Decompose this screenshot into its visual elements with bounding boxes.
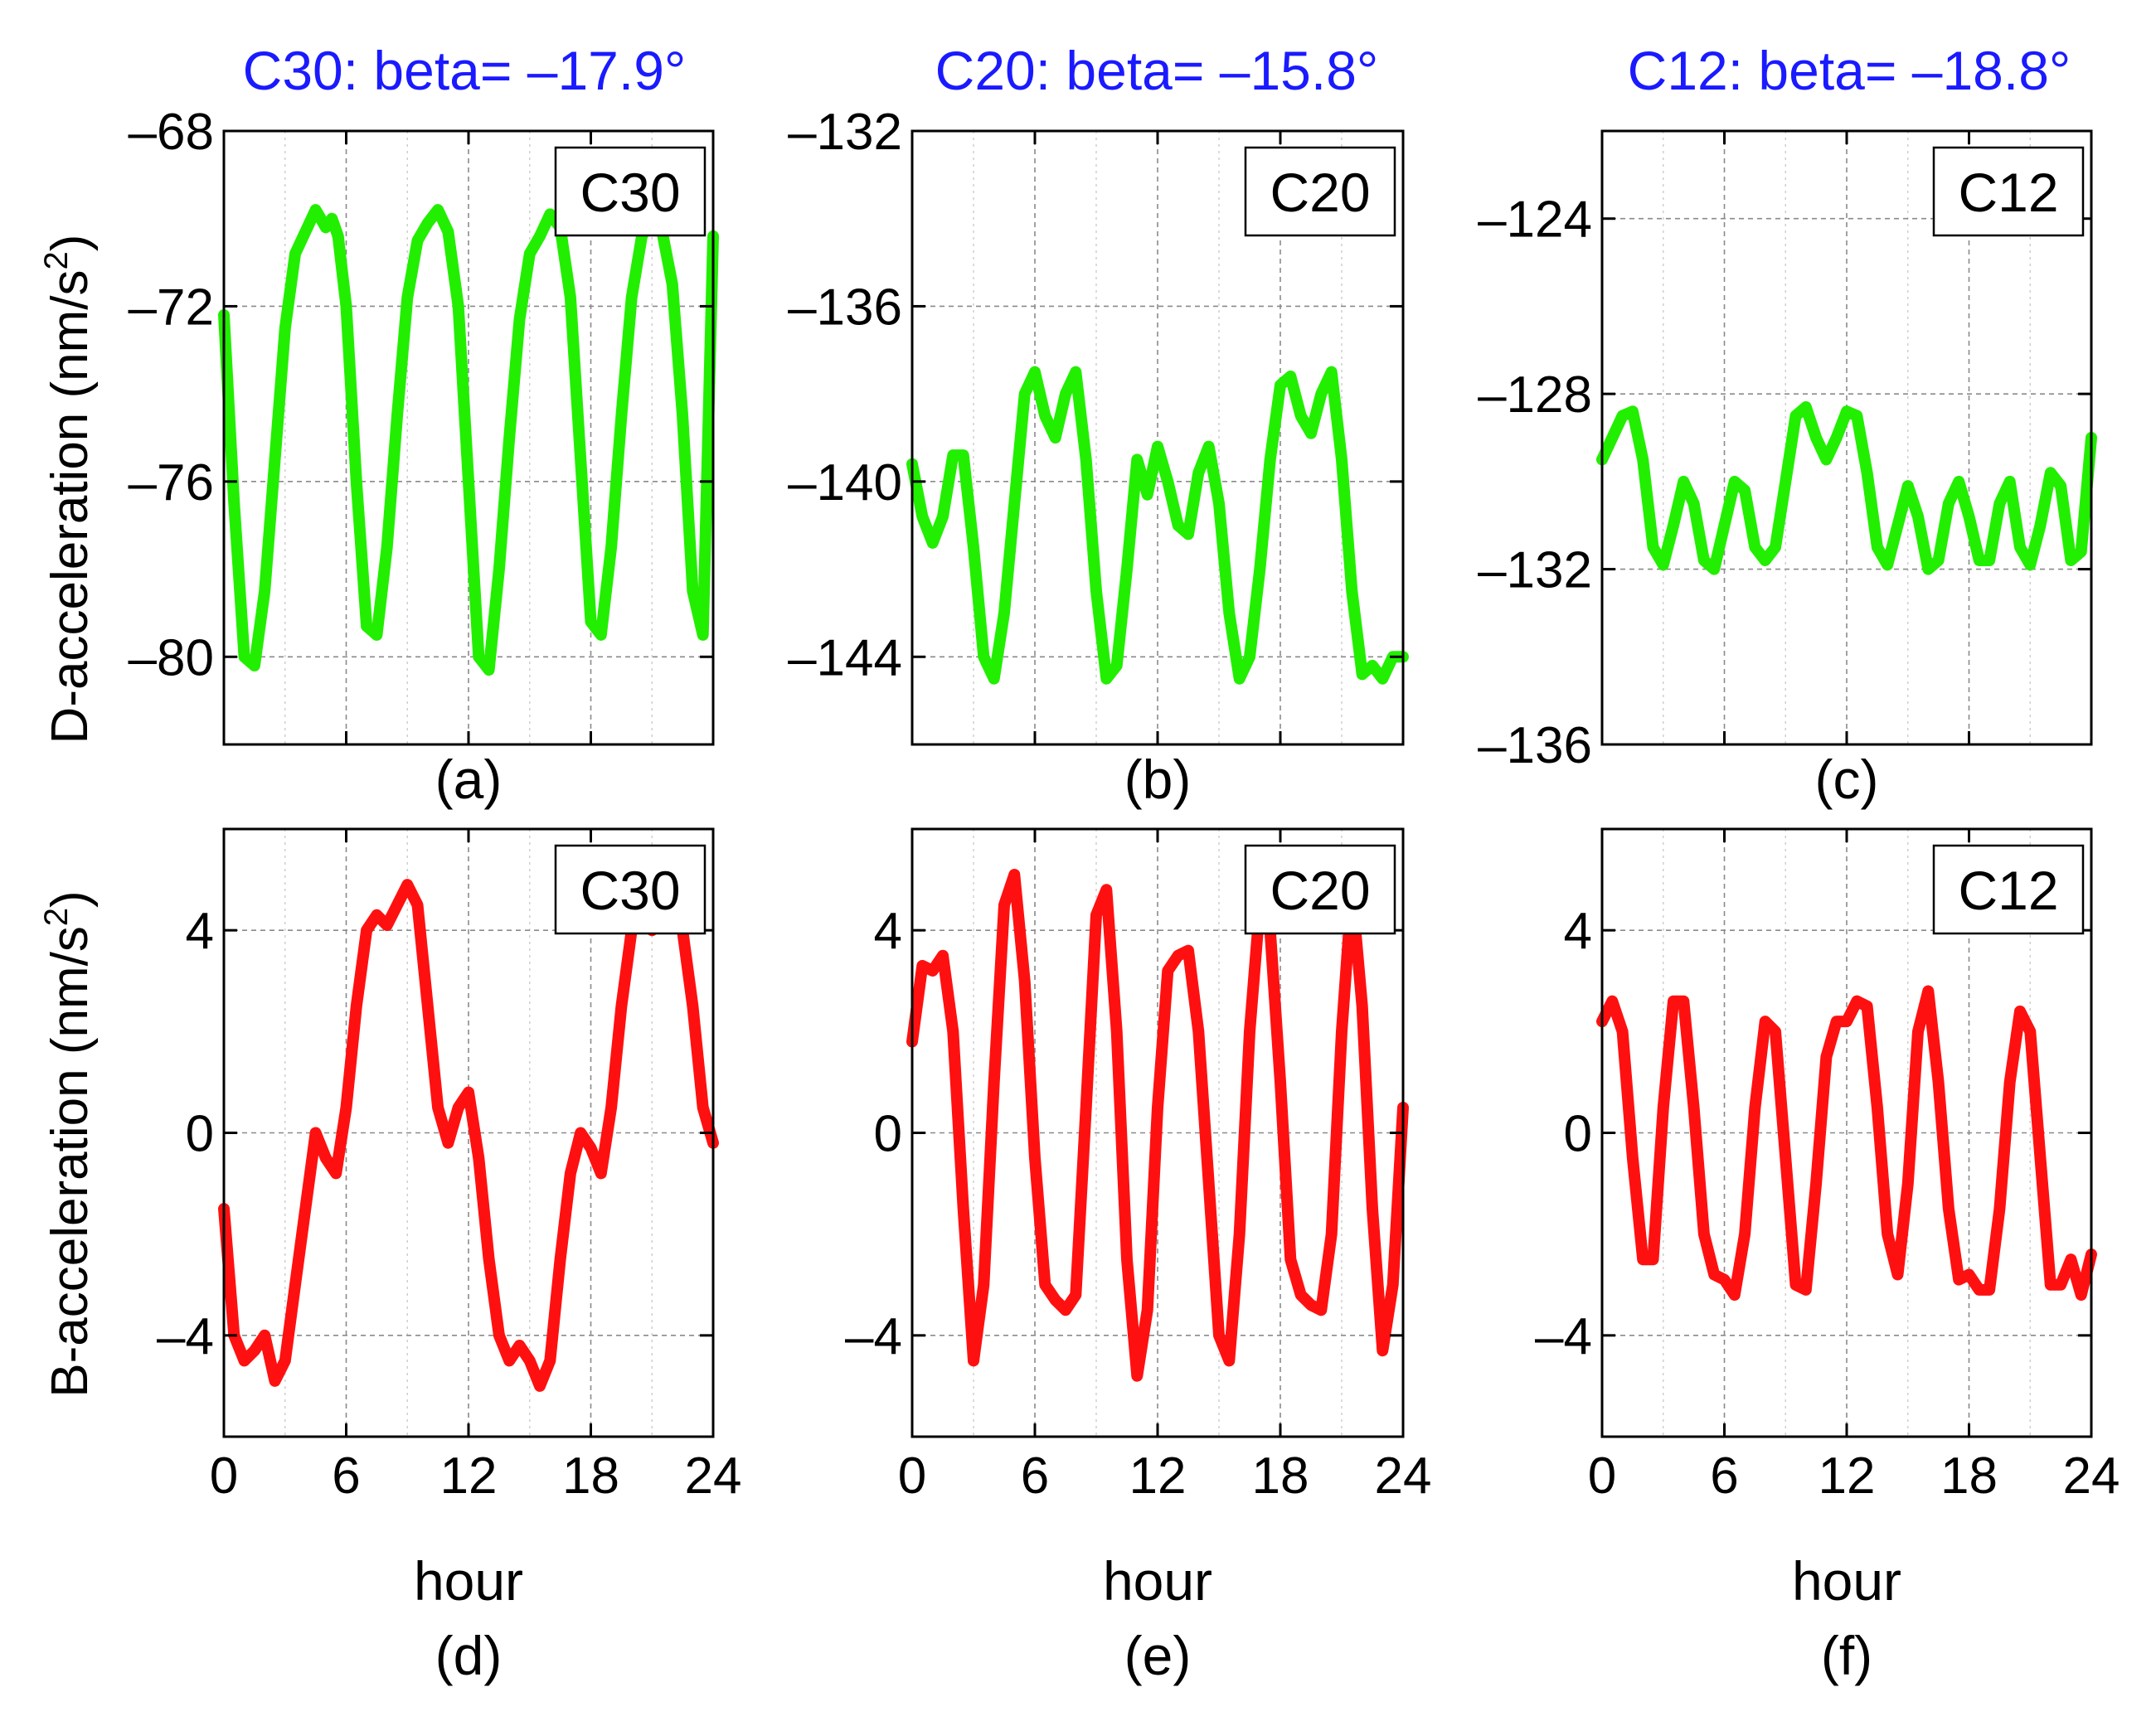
y-tick-label: –132 <box>788 104 902 161</box>
panel-d: 4 0 –4 0 6 12 18 24 C30 hour (d) <box>157 827 742 1686</box>
y-tick-label: 0 <box>874 1106 902 1163</box>
y-tick-label: 4 <box>1564 903 1592 960</box>
series-line-c20 <box>906 366 1409 685</box>
bottom-row-y-axis-label: B-acceleration (nm/s2) <box>38 890 99 1397</box>
column-title-c12: C12: beta= –18.8° <box>1628 40 2071 101</box>
x-tick-label: 6 <box>1710 1447 1738 1505</box>
panel-label: (f) <box>1821 1625 1872 1686</box>
legend-box <box>1244 146 1396 237</box>
y-tick-label: 0 <box>1564 1106 1592 1163</box>
x-tick-label: 24 <box>1375 1447 1432 1505</box>
series-line-c20 <box>906 869 1409 1382</box>
y-tick-label: –68 <box>129 104 214 161</box>
legend-label: C12 <box>1958 860 2058 921</box>
x-tick-label: 6 <box>332 1447 360 1505</box>
legend-box <box>554 844 707 935</box>
x-tick-label: 24 <box>685 1447 742 1505</box>
panel-label: (b) <box>1124 749 1192 810</box>
x-axis-label: hour <box>1792 1550 1901 1612</box>
y-axis-label-superscript: 2 <box>38 908 75 926</box>
y-axis-label-tail: ) <box>41 890 99 908</box>
x-tick-label: 0 <box>1588 1447 1616 1505</box>
y-axis-label-text: B-acceleration (nm/s <box>41 926 99 1398</box>
y-tick-label: –80 <box>129 629 214 686</box>
x-tick-label: 0 <box>210 1447 238 1505</box>
y-axis-label-tail: ) <box>41 235 99 252</box>
y-tick-label: –76 <box>129 454 214 511</box>
y-axis-label-superscript: 2 <box>38 251 75 269</box>
legend-label: C12 <box>1958 162 2058 223</box>
y-tick-label: –128 <box>1478 366 1592 424</box>
x-tick-label: 6 <box>1021 1447 1049 1505</box>
y-tick-label: –144 <box>788 629 902 686</box>
x-tick-label: 0 <box>898 1447 926 1505</box>
x-tick-label: 12 <box>440 1447 498 1505</box>
legend-box <box>554 146 707 237</box>
panel-e: 4 0 –4 0 6 12 18 24 C20 hour (e) <box>845 827 1432 1686</box>
y-tick-label: –140 <box>788 454 902 511</box>
panel-a: –68 –72 –76 –80 C30 (a) <box>129 104 719 810</box>
panel-f: 4 0 –4 0 6 12 18 24 C12 hour (f) <box>1535 827 2120 1686</box>
y-tick-label: –4 <box>157 1308 214 1365</box>
y-axis-label-text: D-acceleration (nm/s <box>41 269 99 744</box>
x-tick-label: 18 <box>1252 1447 1309 1505</box>
legend-label: C30 <box>580 860 680 921</box>
x-tick-label: 18 <box>1940 1447 1998 1505</box>
panel-label: (e) <box>1124 1625 1192 1686</box>
top-row-y-axis-label: D-acceleration (nm/s2) <box>38 235 99 744</box>
x-tick-label: 12 <box>1819 1447 1876 1505</box>
y-tick-label: –124 <box>1478 192 1592 249</box>
y-tick-label: 0 <box>186 1106 214 1163</box>
legend-box <box>1932 844 2085 935</box>
y-tick-label: –4 <box>1535 1308 1592 1365</box>
column-title-c20: C20: beta= –15.8° <box>935 40 1379 101</box>
y-tick-label: –136 <box>1478 717 1592 774</box>
y-tick-label: –72 <box>129 279 214 336</box>
legend-box <box>1932 146 2085 237</box>
series-line-c12 <box>1596 985 2097 1301</box>
panel-label: (d) <box>435 1625 503 1686</box>
x-axis-label: hour <box>414 1550 523 1612</box>
column-title-c30: C30: beta= –17.9° <box>243 40 687 101</box>
series-line-c12 <box>1596 401 2097 575</box>
y-tick-label: 4 <box>874 903 902 960</box>
legend-label: C30 <box>580 162 680 223</box>
x-axis-label: hour <box>1103 1550 1212 1612</box>
y-tick-label: –4 <box>845 1308 902 1365</box>
x-tick-label: 12 <box>1129 1447 1187 1505</box>
legend-label: C20 <box>1270 860 1370 921</box>
panel-label: (a) <box>435 749 503 810</box>
panel-c: –124 –128 –132 –136 C12 (c) <box>1478 129 2097 810</box>
panel-label: (c) <box>1815 749 1879 810</box>
legend-box <box>1244 844 1396 935</box>
y-tick-label: –136 <box>788 279 902 336</box>
x-tick-label: 18 <box>562 1447 619 1505</box>
series-line-c30 <box>218 204 719 676</box>
y-tick-label: 4 <box>186 903 214 960</box>
legend-label: C20 <box>1270 162 1370 223</box>
panel-b: –132 –136 –140 –144 C20 (b) <box>788 104 1409 810</box>
y-tick-label: –132 <box>1478 542 1592 599</box>
x-tick-label: 24 <box>2063 1447 2120 1505</box>
